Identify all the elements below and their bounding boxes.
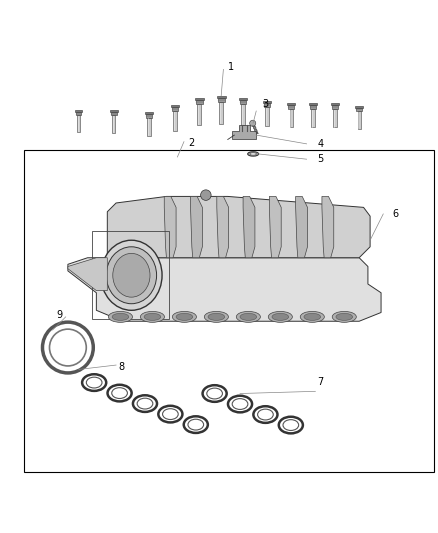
Polygon shape bbox=[269, 197, 281, 258]
Polygon shape bbox=[164, 197, 176, 258]
Bar bbox=[172, 107, 178, 111]
Polygon shape bbox=[322, 197, 334, 258]
Ellipse shape bbox=[176, 313, 193, 320]
Circle shape bbox=[250, 120, 256, 126]
Bar bbox=[331, 103, 339, 105]
Polygon shape bbox=[243, 197, 255, 258]
FancyBboxPatch shape bbox=[290, 109, 293, 127]
Bar bbox=[75, 110, 82, 112]
FancyBboxPatch shape bbox=[357, 111, 361, 128]
FancyBboxPatch shape bbox=[198, 104, 201, 125]
Polygon shape bbox=[252, 123, 258, 134]
Text: 1: 1 bbox=[228, 62, 234, 72]
Ellipse shape bbox=[144, 313, 161, 320]
Text: 9: 9 bbox=[57, 310, 63, 320]
Polygon shape bbox=[232, 125, 256, 140]
Ellipse shape bbox=[250, 152, 257, 155]
Text: 3: 3 bbox=[263, 99, 269, 109]
FancyBboxPatch shape bbox=[333, 109, 337, 127]
Ellipse shape bbox=[237, 311, 260, 322]
Text: 7: 7 bbox=[318, 377, 324, 387]
FancyBboxPatch shape bbox=[78, 115, 80, 132]
Bar bbox=[263, 101, 271, 103]
Bar bbox=[110, 110, 117, 112]
Bar bbox=[76, 112, 81, 115]
Bar bbox=[240, 100, 247, 104]
Polygon shape bbox=[68, 258, 107, 290]
Ellipse shape bbox=[101, 240, 162, 310]
Ellipse shape bbox=[272, 313, 289, 320]
FancyBboxPatch shape bbox=[112, 115, 116, 133]
Polygon shape bbox=[296, 197, 307, 258]
Circle shape bbox=[201, 190, 211, 200]
Ellipse shape bbox=[248, 152, 258, 156]
Ellipse shape bbox=[336, 313, 353, 320]
Bar bbox=[111, 112, 117, 115]
Ellipse shape bbox=[300, 311, 324, 322]
Bar bbox=[145, 112, 153, 114]
Ellipse shape bbox=[204, 311, 229, 322]
FancyBboxPatch shape bbox=[173, 111, 177, 131]
Bar bbox=[146, 114, 152, 118]
Ellipse shape bbox=[113, 253, 150, 297]
Bar bbox=[171, 105, 179, 107]
Ellipse shape bbox=[208, 313, 225, 320]
Text: 4: 4 bbox=[318, 139, 324, 149]
Text: 2: 2 bbox=[188, 138, 194, 148]
Text: 5: 5 bbox=[318, 154, 324, 164]
Bar bbox=[356, 106, 363, 108]
FancyBboxPatch shape bbox=[219, 102, 223, 124]
Ellipse shape bbox=[304, 313, 321, 320]
FancyBboxPatch shape bbox=[265, 107, 269, 126]
Bar bbox=[24, 150, 434, 472]
Polygon shape bbox=[68, 258, 381, 321]
Ellipse shape bbox=[112, 313, 129, 320]
Bar bbox=[218, 98, 225, 102]
Text: 6: 6 bbox=[392, 209, 398, 219]
Ellipse shape bbox=[106, 247, 157, 304]
Bar bbox=[309, 103, 317, 105]
Ellipse shape bbox=[108, 311, 132, 322]
Polygon shape bbox=[191, 197, 202, 258]
FancyBboxPatch shape bbox=[311, 109, 315, 127]
Text: 8: 8 bbox=[118, 362, 124, 372]
Polygon shape bbox=[107, 197, 370, 258]
Bar bbox=[357, 108, 362, 111]
Ellipse shape bbox=[173, 311, 196, 322]
Bar bbox=[288, 105, 294, 109]
Ellipse shape bbox=[240, 313, 257, 320]
FancyBboxPatch shape bbox=[147, 118, 151, 136]
Ellipse shape bbox=[140, 311, 164, 322]
Ellipse shape bbox=[268, 311, 293, 322]
Bar bbox=[216, 96, 226, 98]
Bar bbox=[196, 100, 203, 104]
Bar bbox=[332, 105, 338, 109]
Ellipse shape bbox=[332, 311, 357, 322]
Bar bbox=[195, 98, 204, 100]
FancyBboxPatch shape bbox=[241, 104, 245, 125]
Bar bbox=[264, 103, 270, 107]
Bar bbox=[287, 103, 295, 105]
Bar bbox=[239, 98, 247, 100]
Bar bbox=[310, 105, 316, 109]
Polygon shape bbox=[217, 197, 229, 258]
